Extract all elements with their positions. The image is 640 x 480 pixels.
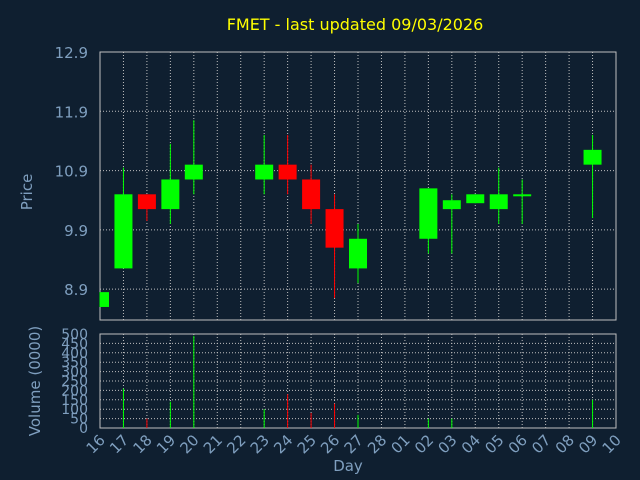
price-tick-label: 9.9: [64, 222, 88, 240]
x-axis-labels: 1617181920212223242526272801020304050607…: [83, 431, 625, 457]
volume-tick-label: 500: [61, 327, 88, 343]
volume-tick-label: 100: [61, 402, 88, 418]
volume-tick-label: 50: [70, 412, 88, 428]
candle-body-06: [513, 194, 532, 197]
price-tick-label: 11.9: [55, 103, 88, 121]
candle-body-03: [442, 200, 461, 210]
price-tick-label: 8.9: [64, 281, 88, 299]
price-axis-label: Price: [18, 174, 36, 211]
price-y-ticks: 12.9 11.9 10.9 9.9 8.9: [55, 44, 88, 299]
volume-tick-label: 0: [79, 421, 88, 437]
candle-body-26: [325, 209, 344, 248]
candle-body-19: [161, 179, 180, 210]
price-candles: [99, 120, 602, 307]
volume-axis-label: Volume (0000): [26, 326, 44, 436]
volume-tick-label: 300: [61, 365, 88, 381]
candle-body-23: [255, 164, 274, 180]
price-tick-label: 12.9: [55, 44, 88, 62]
candle-body-16: [100, 292, 109, 307]
volume-tick-label: 400: [61, 346, 88, 362]
volume-tick-label: 200: [61, 383, 88, 399]
candle-body-17: [114, 194, 133, 269]
candle-body-18: [137, 194, 156, 210]
volume-tick-label: 150: [61, 393, 88, 409]
candle-body-02: [419, 188, 438, 239]
candle-body-20: [184, 164, 203, 180]
candle-body-04: [466, 194, 485, 204]
candle-body-05: [489, 194, 508, 210]
candle-body-24: [278, 164, 297, 180]
volume-tick-label: 450: [61, 336, 88, 352]
candle-body-27: [349, 238, 367, 269]
price-tick-label: 10.9: [55, 163, 88, 181]
x-axis-label: Day: [333, 457, 363, 475]
candle-body-09: [583, 149, 602, 165]
volume-tick-label: 250: [61, 374, 88, 390]
chart-title: FMET - last updated 09/03/2026: [227, 15, 484, 34]
candle-body-25: [302, 179, 321, 210]
volume-tick-label: 350: [61, 355, 88, 371]
volume-bars: [122, 335, 594, 428]
